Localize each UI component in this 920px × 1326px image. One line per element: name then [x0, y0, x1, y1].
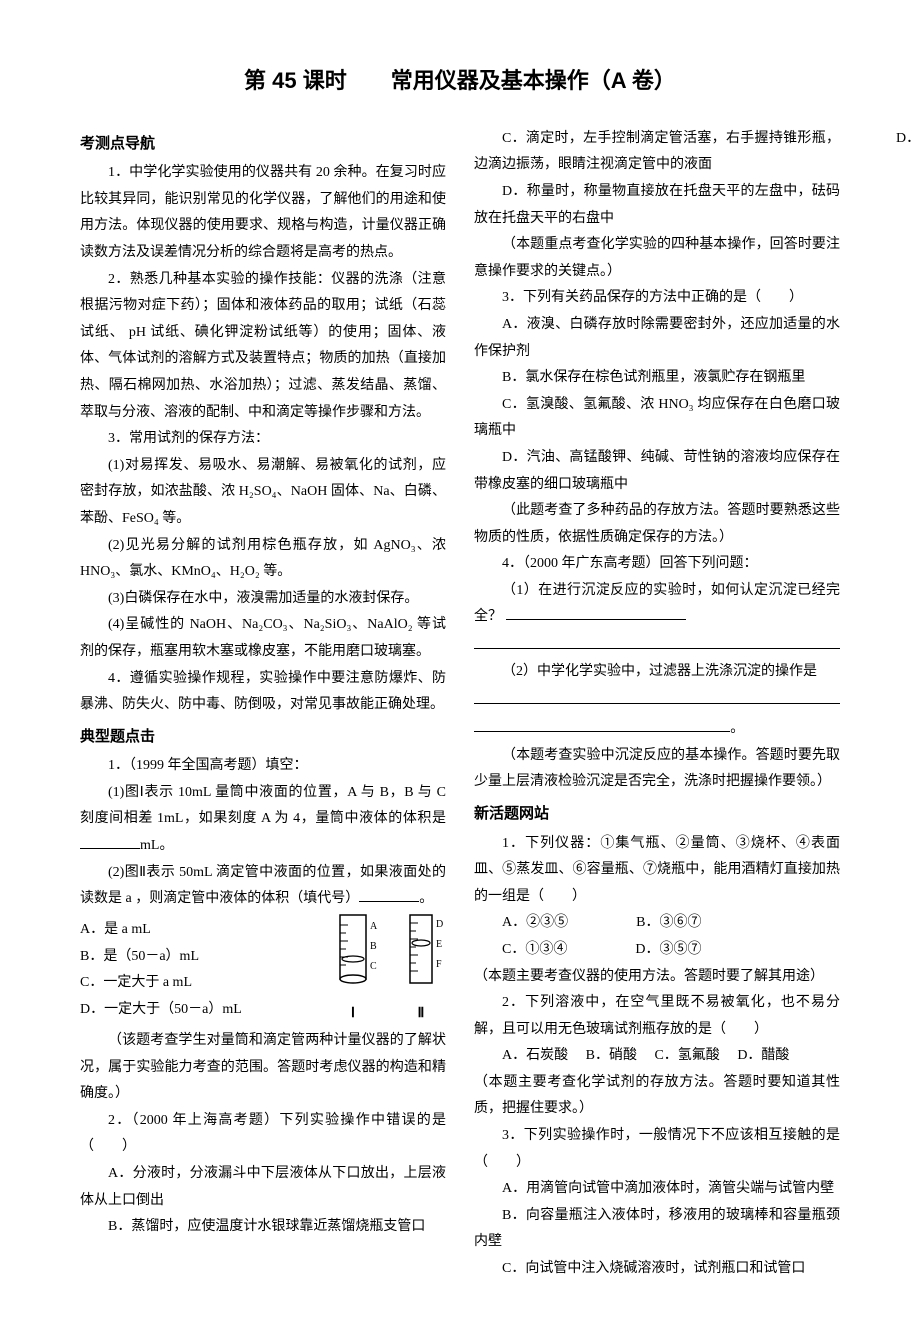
typical-q2b: B．蒸馏时，应使温度计水银球靠近蒸馏烧瓶支管口 — [80, 1214, 446, 1241]
svg-text:A: A — [370, 921, 378, 932]
typical-q4-2-text: （2）中学化学实验中，过滤器上洗涤沉淀的操作是 — [502, 664, 817, 679]
opt-d: D．一定大于（50－a）mL — [80, 997, 318, 1024]
typical-q4-2: （2）中学化学实验中，过滤器上洗涤沉淀的操作是 — [474, 659, 840, 686]
section-new-heading: 新活题网站 — [474, 800, 840, 829]
new-q2c: C．氢氟酸 — [654, 1048, 719, 1063]
blank-full-line — [474, 686, 840, 704]
nav-p3a: (1)对易挥发、易吸水、易潮解、易被氧化的试剂，应密封存放，如浓盐酸、浓 H₂S… — [80, 453, 446, 533]
typical-q3-head: 3．下列有关药品保存的方法中正确的是（ ） — [474, 285, 840, 312]
new-q1a: A．②③⑤ — [474, 910, 568, 937]
new-q2d: D．醋酸 — [737, 1048, 789, 1063]
opt-c: C．一定大于 a mL — [80, 970, 318, 997]
typical-q3c: C．氢溴酸、氢氟酸、浓 HNO₃ 均应保存在白色磨口玻璃瓶中 — [474, 392, 840, 445]
svg-text:F: F — [436, 959, 442, 970]
new-q1-row1: A．②③⑤ B．③⑥⑦ — [474, 910, 840, 937]
nav-p3c: (3)白磷保存在水中，液溴需加适量的水液封保存。 — [80, 586, 446, 613]
new-q1-row2: C．①③④ D．③⑤⑦ — [474, 937, 840, 964]
nav-p1: 1．中学化学实验使用的仪器共有 20 余种。在复习时应比较其异同，能识别常见的化… — [80, 160, 446, 266]
blank-line — [506, 605, 686, 620]
typical-q3-note: （此题考查了多种药品的存放方法。答题时要熟悉这些物质的性质，依据性质确定保存的方… — [474, 498, 840, 551]
blank-partial-line — [474, 714, 730, 732]
typical-q4-head: 4．（2000 年广东高考题）回答下列问题： — [474, 551, 840, 578]
fig2-label: Ⅱ — [396, 1001, 446, 1028]
blank-full-line — [474, 631, 840, 649]
new-q3-head: 3．下列实验操作时，一般情况下不应该相互接触的是（ ） — [474, 1123, 840, 1176]
new-q2b: B．硝酸 — [586, 1048, 637, 1063]
svg-text:D: D — [436, 919, 443, 930]
page-title: 第 45 课时 常用仪器及基本操作（A 卷） — [80, 60, 840, 102]
typical-q3a: A．液溴、白磷存放时除需要密封外，还应加适量的水作保护剂 — [474, 312, 840, 365]
new-q2-note: （本题主要考查化学试剂的存放方法。答题时要知道其性质，把握住要求。） — [474, 1070, 840, 1123]
opt-b: B．是（50－a）mL — [80, 944, 318, 971]
typical-q2c: C．滴定时，左手控制滴定管活塞，右手握持锥形瓶，边滴边振荡，眼睛注视滴定管中的液… — [474, 126, 840, 179]
opt-a: A．是 a mL — [80, 917, 318, 944]
figure-1: A B C Ⅰ — [328, 913, 378, 1028]
typical-q1-2: (2)图Ⅱ表示 50mL 滴定管中液面的位置，如果液面处的读数是 a ，则滴定管… — [80, 860, 446, 913]
typical-q1-1-text: (1)图Ⅰ表示 10mL 量筒中液面的位置，A 与 B，B 与 C 刻度间相差 … — [80, 785, 446, 827]
typical-q2a: A．分液时，分液漏斗中下层液体从下口放出，上层液体从上口倒出 — [80, 1161, 446, 1214]
blank-line — [80, 834, 140, 849]
new-q1-note: （本题主要考查仪器的使用方法。答题时要了解其用途） — [474, 964, 840, 991]
typical-q1-note: （该题考查学生对量筒和滴定管两种计量仪器的了解状况，属于实验能力考查的范围。答题… — [80, 1028, 446, 1108]
typical-q1-1: (1)图Ⅰ表示 10mL 量筒中液面的位置，A 与 B，B 与 C 刻度间相差 … — [80, 780, 446, 860]
typical-q2d: D．称量时，称量物直接放在托盘天平的左盘中，砝码放在托盘天平的右盘中 — [474, 179, 840, 232]
two-column-body: 考测点导航 1．中学化学实验使用的仪器共有 20 余种。在复习时应比较其异同，能… — [80, 126, 840, 1286]
new-q2a: A．石炭酸 — [502, 1048, 568, 1063]
new-q3a: A．用滴管向试管中滴加液体时，滴管尖端与试管内壁 — [474, 1176, 840, 1203]
typical-q2-note: （本题重点考查化学实验的四种基本操作，回答时要注意操作要求的关键点。） — [474, 232, 840, 285]
typical-q3d: D．汽油、高锰酸钾、纯碱、苛性钠的溶液均应保存在带橡皮塞的细口玻璃瓶中 — [474, 445, 840, 498]
cylinder-icon: A B C — [328, 913, 378, 991]
typical-q4-note: （本题考查实验中沉淀反应的基本操作。答题时要先取少量上层清液检验沉淀是否完全，洗… — [474, 743, 840, 796]
typical-q2-head: 2．（2000 年上海高考题）下列实验操作中错误的是（ ） — [80, 1108, 446, 1161]
blank-line — [359, 887, 419, 902]
typical-q3b: B．氯水保存在棕色试剂瓶里，液氯贮存在钢瓶里 — [474, 365, 840, 392]
nav-p3: 3．常用试剂的保存方法： — [80, 426, 446, 453]
new-q1-head: 1．下列仪器：①集气瓶、②量筒、③烧杯、④表面皿、⑤蒸发皿、⑥容量瓶、⑦烧瓶中，… — [474, 831, 840, 911]
typical-q1-2-end: 。 — [419, 891, 433, 906]
new-q2-opts: A．石炭酸 B．硝酸 C．氢氟酸 D．醋酸 — [474, 1043, 840, 1070]
nav-p2: 2．熟悉几种基本实验的操作技能：仪器的洗涤（注意根据污物对症下药）；固体和液体药… — [80, 267, 446, 427]
new-q1b: B．③⑥⑦ — [608, 910, 701, 937]
fig1-label: Ⅰ — [328, 1001, 378, 1028]
new-q2-head: 2．下列溶液中，在空气里既不易被氧化，也不易分解，且可以用无色玻璃试剂瓶存放的是… — [474, 990, 840, 1043]
typical-q4-1: （1）在进行沉淀反应的实验时，如何认定沉淀已经完全？ — [474, 578, 840, 631]
figure-2: D E F Ⅱ — [396, 913, 446, 1028]
section-typical-heading: 典型题点击 — [80, 723, 446, 752]
svg-text:B: B — [370, 941, 377, 952]
new-q3b: B．向容量瓶注入液体时，移液用的玻璃棒和容量瓶颈内壁 — [474, 1203, 840, 1256]
section-nav-heading: 考测点导航 — [80, 130, 446, 159]
nav-p3b: (2)见光易分解的试剂用棕色瓶存放，如 AgNO₃、浓 HNO₃、氯水、KMnO… — [80, 533, 446, 586]
period: 。 — [730, 721, 744, 736]
new-q3d: D．实验室将 HCl 气体溶于水时，漏斗口与水面 — [868, 126, 920, 153]
svg-text:E: E — [436, 939, 442, 950]
new-q3c: C．向试管中注入烧碱溶液时，试剂瓶口和试管口 — [474, 1256, 840, 1283]
burette-icon: D E F — [396, 913, 446, 991]
nav-p3d: (4)呈碱性的 NaOH、Na₂CO₃、Na₂SiO₃、NaAlO₂ 等试剂的保… — [80, 612, 446, 665]
new-q1d: D．③⑤⑦ — [607, 937, 701, 964]
typical-q1-head: 1．（1999 年全国高考题）填空： — [80, 753, 446, 780]
typical-q1-1-unit: mL。 — [140, 838, 173, 853]
figure-option-row: A．是 a mL B．是（50－a）mL C．一定大于 a mL D．一定大于（… — [80, 913, 446, 1028]
new-q1c: C．①③④ — [474, 937, 567, 964]
nav-p4: 4．遵循实验操作规程，实验操作中要注意防爆炸、防暴沸、防失火、防中毒、防倒吸，对… — [80, 666, 446, 719]
svg-text:C: C — [370, 961, 377, 972]
